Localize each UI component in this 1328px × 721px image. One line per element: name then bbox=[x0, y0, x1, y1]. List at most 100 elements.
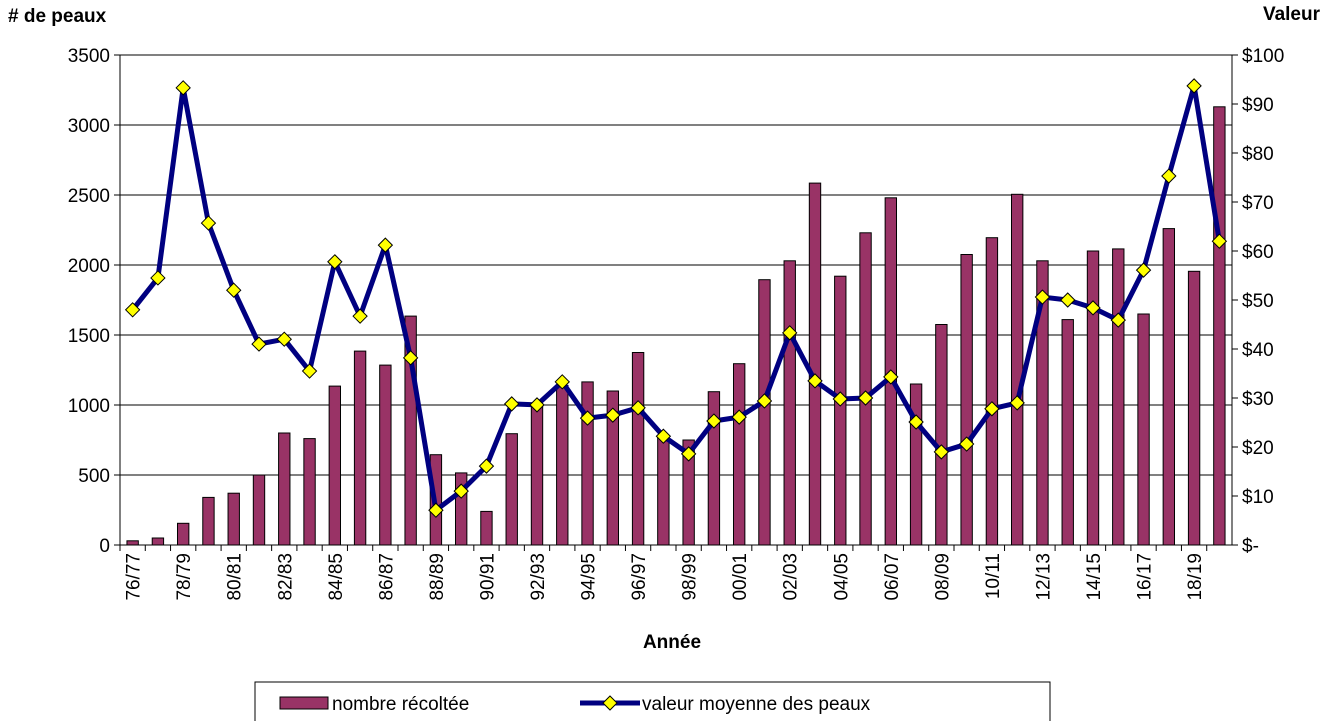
y2-tick-label: $10 bbox=[1242, 487, 1274, 508]
y2-tick-label: $50 bbox=[1242, 291, 1274, 312]
marker bbox=[453, 483, 469, 499]
x-tick-label: 12/13 bbox=[1033, 553, 1054, 601]
bar bbox=[581, 381, 594, 546]
x-tick-label: 10/11 bbox=[983, 553, 1004, 599]
bar bbox=[252, 474, 266, 546]
marker bbox=[807, 373, 823, 389]
y-tick-label: 3000 bbox=[68, 116, 110, 137]
marker bbox=[1161, 168, 1177, 184]
marker bbox=[680, 446, 697, 462]
bar bbox=[1036, 260, 1049, 546]
bar bbox=[606, 390, 620, 546]
marker bbox=[276, 331, 292, 347]
legend-swatch bbox=[279, 696, 329, 710]
bar bbox=[1086, 250, 1100, 546]
bar bbox=[1187, 270, 1201, 546]
bar bbox=[808, 182, 822, 546]
y2-axis-title: Valeur bbox=[1263, 4, 1321, 25]
marker bbox=[554, 374, 570, 390]
marker bbox=[1186, 78, 1202, 94]
legend-marker bbox=[602, 695, 618, 711]
marker bbox=[150, 270, 166, 286]
y-tick-label: 0 bbox=[99, 536, 110, 557]
legend-box bbox=[254, 681, 1051, 721]
x-tick-label: 06/07 bbox=[882, 553, 903, 601]
x-tick-label: 86/87 bbox=[376, 553, 397, 601]
bar bbox=[1112, 248, 1125, 546]
bar bbox=[227, 492, 240, 546]
marker bbox=[984, 401, 1000, 417]
x-tick-label: 08/09 bbox=[932, 553, 953, 601]
bar bbox=[758, 279, 771, 546]
x-tick-label: 88/89 bbox=[427, 553, 448, 601]
y2-tick-label: $40 bbox=[1242, 340, 1274, 361]
marker bbox=[857, 390, 874, 406]
marker bbox=[756, 393, 773, 409]
x-tick-label: 16/17 bbox=[1135, 553, 1156, 601]
marker bbox=[1085, 300, 1101, 316]
bar bbox=[480, 510, 493, 546]
bar bbox=[783, 260, 796, 546]
marker bbox=[958, 436, 975, 452]
bar bbox=[353, 350, 367, 546]
x-tick-label: 92/93 bbox=[528, 553, 549, 601]
line bbox=[130, 83, 1222, 513]
bar bbox=[985, 237, 999, 546]
x-tick-label: 76/77 bbox=[124, 553, 145, 601]
x-tick-label: 94/95 bbox=[579, 553, 600, 601]
x-tick-label: 84/85 bbox=[326, 553, 347, 601]
marker bbox=[301, 363, 318, 379]
marker bbox=[327, 254, 343, 270]
marker bbox=[402, 350, 419, 366]
bar bbox=[732, 363, 746, 546]
bar bbox=[707, 391, 721, 546]
marker bbox=[1110, 312, 1126, 328]
x-tick-label: 78/79 bbox=[174, 553, 195, 601]
bar bbox=[202, 496, 215, 546]
y2-tick-label: $30 bbox=[1242, 389, 1274, 410]
bar bbox=[176, 522, 190, 546]
marker bbox=[529, 397, 545, 413]
bar bbox=[1137, 313, 1150, 546]
x-tick-label: 80/81 bbox=[225, 553, 246, 601]
marker bbox=[655, 428, 672, 444]
x-tick-label: 90/91 bbox=[477, 553, 498, 601]
bar bbox=[126, 540, 139, 546]
marker bbox=[1211, 233, 1228, 249]
bar bbox=[859, 232, 872, 546]
bar bbox=[505, 433, 518, 546]
x-axis-title: Année bbox=[643, 632, 701, 653]
bar bbox=[1162, 228, 1176, 546]
bar bbox=[454, 472, 468, 546]
y2-tick-label: $60 bbox=[1242, 242, 1274, 263]
marker bbox=[428, 502, 444, 518]
marker bbox=[175, 80, 191, 96]
marker bbox=[200, 215, 217, 231]
x-tick-label: 04/05 bbox=[831, 553, 852, 601]
marker bbox=[1135, 262, 1152, 278]
marker bbox=[630, 400, 646, 416]
bar bbox=[151, 537, 165, 546]
y2-tick-label: $100 bbox=[1242, 46, 1284, 67]
marker bbox=[782, 325, 798, 341]
y2-tick-label: $80 bbox=[1242, 144, 1274, 165]
y-tick-label: 500 bbox=[78, 466, 110, 487]
legend-label: nombre récoltée bbox=[332, 694, 469, 715]
bar bbox=[1213, 106, 1226, 546]
bar bbox=[278, 432, 291, 546]
bar bbox=[960, 254, 973, 546]
bar bbox=[682, 439, 695, 546]
marker bbox=[352, 308, 368, 324]
marker bbox=[478, 458, 495, 474]
x-tick-label: 18/19 bbox=[1185, 553, 1206, 601]
bar bbox=[556, 384, 569, 546]
x-tick-label: 00/01 bbox=[730, 553, 751, 601]
y-tick-label: 2000 bbox=[68, 256, 110, 277]
bar bbox=[303, 438, 316, 546]
y-tick-label: 2500 bbox=[68, 186, 110, 207]
legend-label: valeur moyenne des peaux bbox=[642, 694, 871, 715]
bar bbox=[1010, 193, 1024, 546]
marker bbox=[1060, 292, 1076, 308]
x-tick-label: 82/83 bbox=[275, 553, 296, 601]
